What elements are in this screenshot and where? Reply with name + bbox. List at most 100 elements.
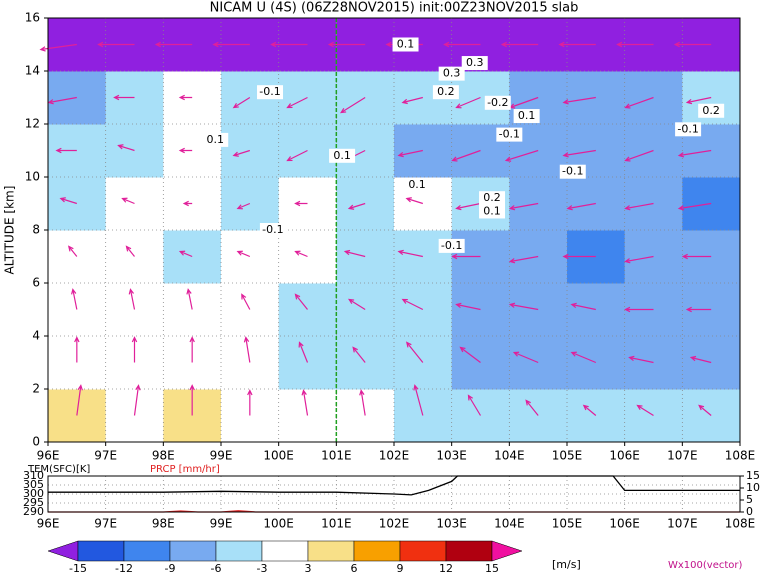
colorbar-box — [399, 540, 447, 562]
contour-label: 0.1 — [206, 133, 224, 146]
wind-vector — [294, 250, 308, 258]
wind-vector — [241, 293, 251, 310]
wind-vector — [55, 147, 77, 154]
x-tick-label: 96E — [37, 517, 60, 531]
y-axis-label: ALTITUDE [km] — [3, 186, 17, 275]
wind-vector — [508, 302, 539, 311]
contour-label-bg — [496, 127, 523, 142]
wind-vector — [677, 202, 712, 211]
shade-cell — [105, 124, 164, 178]
wind-vector — [178, 94, 193, 101]
contour-label-bg — [479, 204, 506, 219]
colorbar-box — [445, 540, 493, 562]
wind-vector — [178, 147, 193, 154]
shade-cell — [48, 71, 107, 125]
wind-vector — [286, 96, 308, 109]
shade-cell — [278, 124, 337, 178]
wind-vector — [562, 253, 596, 260]
shade-cell — [105, 177, 164, 231]
shade-cell — [394, 283, 453, 337]
shade-cell — [48, 18, 107, 72]
x-tick-label: 96E — [37, 449, 60, 463]
wind-vector — [624, 149, 654, 162]
wind-vector — [286, 149, 308, 162]
shade-cell — [624, 124, 683, 178]
contour-label: -0.2 — [487, 96, 508, 109]
shade-cell — [336, 389, 395, 443]
x-tick-label: 108E — [725, 449, 756, 463]
wind-vector — [443, 41, 481, 48]
contour-label: -0.1 — [562, 165, 583, 178]
wind-vector — [359, 389, 366, 416]
x-tick-label: 98E — [152, 449, 175, 463]
shade-cell — [567, 177, 626, 231]
colorbar-unit: [m/s] — [552, 558, 581, 571]
contour-label: 0.1 — [408, 178, 426, 191]
wind-vector — [47, 96, 77, 105]
contour-label: 0.2 — [483, 191, 501, 204]
shade-cell — [48, 230, 107, 284]
x-tick-label: 102E — [379, 517, 410, 531]
wind-vector — [347, 298, 366, 311]
shade-cell — [624, 389, 683, 443]
x-tick-label: 107E — [667, 449, 698, 463]
colorbar-label: 9 — [397, 562, 404, 575]
x-tick-label: 105E — [552, 449, 583, 463]
shade-cell — [509, 230, 568, 284]
wind-vector — [467, 394, 482, 416]
y2-tick-label: 15 — [746, 469, 760, 482]
wind-vector — [301, 389, 309, 416]
contour-label: 0.2 — [702, 104, 720, 117]
wind-vector — [562, 149, 596, 158]
wind-vector — [636, 404, 654, 417]
x-tick-label: 103E — [436, 517, 467, 531]
contour-label-bg — [675, 122, 702, 137]
shade-cell — [624, 230, 683, 284]
contour-label-bg — [559, 164, 586, 179]
colorbar-box — [215, 540, 263, 562]
wind-vector — [413, 384, 424, 416]
colorbar-box — [123, 540, 171, 562]
shade-cell — [221, 283, 280, 337]
wind-vector — [405, 197, 424, 205]
wind-vector — [689, 355, 712, 364]
y-tick-label: 2 — [32, 382, 40, 396]
wind-vector — [525, 399, 539, 416]
contour-label: -0.1 — [259, 85, 280, 98]
y2-tick-label: 10 — [746, 481, 760, 494]
contour-label: 0.1 — [397, 38, 415, 51]
colorbar-box — [353, 540, 401, 562]
wind-vector — [570, 302, 596, 311]
chart-title: NICAM U (4S) (06Z28NOV2015) init:00Z23NO… — [210, 1, 579, 16]
x-tick-label: 99E — [210, 517, 233, 531]
wind-vector — [186, 288, 193, 310]
wind-vector — [508, 202, 539, 211]
wind-vector — [455, 302, 481, 311]
x-tick-label: 97E — [94, 449, 117, 463]
shade-cell — [451, 389, 510, 443]
wind-vector — [500, 41, 539, 48]
wind-vector — [74, 336, 80, 363]
wind-vector — [451, 149, 481, 162]
contour-label-bg — [259, 223, 286, 237]
shade-cell — [624, 336, 683, 390]
vector-note: Wx100(vector) — [668, 560, 743, 571]
wind-vector — [294, 200, 308, 207]
colorbar-high — [491, 540, 523, 562]
wind-vector — [182, 200, 193, 207]
colorbar-label: -9 — [165, 562, 176, 575]
wind-vector — [566, 202, 596, 211]
contour-label-bg — [404, 177, 431, 192]
plot-frame — [47, 17, 741, 443]
wind-vector — [673, 41, 712, 48]
colorbar-low — [47, 540, 79, 562]
shade-cell — [278, 389, 337, 443]
x-tick-label: 106E — [609, 517, 640, 531]
colorbar-label: 12 — [439, 562, 453, 575]
colorbar-label: -12 — [115, 562, 133, 575]
colorbar-box — [261, 540, 309, 562]
wind-vector — [677, 149, 712, 158]
wind-vector — [212, 41, 250, 48]
wind-vector — [685, 306, 712, 313]
wind-vector — [397, 249, 423, 258]
